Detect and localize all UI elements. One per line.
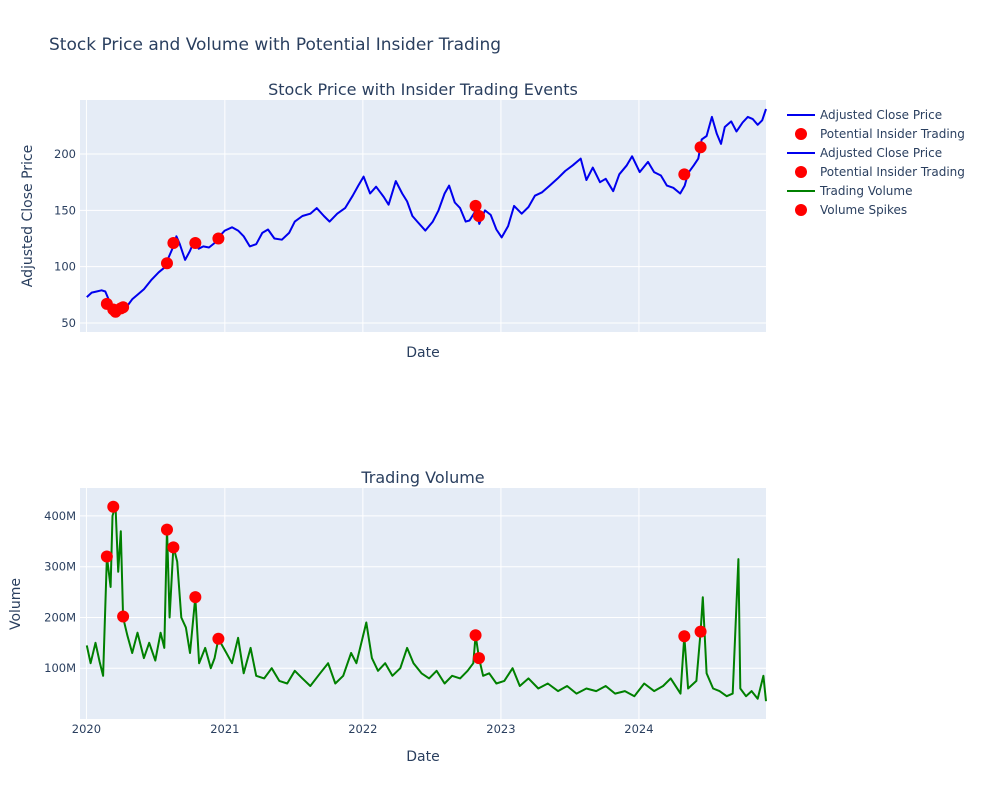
volume-marker-point[interactable] <box>469 629 482 642</box>
legend-marker-swatch <box>795 128 807 140</box>
volume-x-tick-label: 2024 <box>624 722 653 736</box>
volume-x-tick-label: 2021 <box>210 722 239 736</box>
volume-marker-point[interactable] <box>160 523 173 536</box>
price-marker-point[interactable] <box>694 141 707 154</box>
volume-y-tick-label: 200M <box>44 610 76 624</box>
volume-marker-point[interactable] <box>189 591 202 604</box>
price-subplot: 50 100 150 200 Stock Price with Insider Tra… <box>20 80 767 361</box>
legend-item[interactable]: Adjusted Close Price <box>787 146 942 160</box>
volume-y-tick-label: 100M <box>44 661 76 675</box>
volume-x-tick-label: 2023 <box>486 722 515 736</box>
legend-item-label: Potential Insider Trading <box>820 127 965 141</box>
legend-item[interactable]: Potential Insider Trading <box>795 127 965 141</box>
price-marker-point[interactable] <box>678 168 691 181</box>
legend-item-label: Adjusted Close Price <box>820 108 942 122</box>
legend-item-label: Adjusted Close Price <box>820 146 942 160</box>
volume-x-tick-label: 2022 <box>348 722 377 736</box>
volume-subplot: 2020 2021 2022 2023 2024 100M 200M 300M 400M Tra… <box>8 468 767 765</box>
legend-item-label: Potential Insider Trading <box>820 165 965 179</box>
legend-item[interactable]: Trading Volume <box>787 184 912 198</box>
price-marker-point[interactable] <box>160 257 173 270</box>
price-plot-area[interactable] <box>80 100 766 332</box>
price-marker-point[interactable] <box>189 237 202 250</box>
volume-marker-point[interactable] <box>472 652 485 665</box>
volume-y-axis-title: Volume <box>8 578 24 630</box>
price-marker-point[interactable] <box>469 199 482 212</box>
price-y-tick-label: 50 <box>61 316 76 330</box>
volume-y-tick-label: 300M <box>44 560 76 574</box>
legend: Adjusted Close Price Potential Insider Tr… <box>787 108 965 217</box>
volume-x-tick-label: 2020 <box>72 722 101 736</box>
legend-marker-swatch <box>795 204 807 216</box>
price-subplot-title: Stock Price with Insider Trading Events <box>268 80 578 99</box>
volume-subplot-title: Trading Volume <box>360 468 484 487</box>
legend-item[interactable]: Volume Spikes <box>795 203 907 217</box>
price-marker-point[interactable] <box>117 301 130 314</box>
volume-marker-point[interactable] <box>212 632 225 645</box>
volume-marker-point[interactable] <box>167 541 180 554</box>
price-y-tick-label: 150 <box>54 203 76 217</box>
price-marker-point[interactable] <box>212 232 225 245</box>
volume-x-axis-title: Date <box>406 749 439 765</box>
legend-item[interactable]: Potential Insider Trading <box>795 165 965 179</box>
legend-item[interactable]: Adjusted Close Price <box>787 108 942 122</box>
price-marker-point[interactable] <box>472 210 485 222</box>
volume-marker-point[interactable] <box>694 625 707 638</box>
volume-marker-point[interactable] <box>117 610 130 623</box>
legend-marker-swatch <box>795 166 807 178</box>
legend-item-label: Trading Volume <box>819 184 912 198</box>
volume-marker-point[interactable] <box>678 630 691 643</box>
price-x-axis-title: Date <box>406 345 439 361</box>
figure-title: Stock Price and Volume with Potential In… <box>49 35 501 55</box>
volume-y-tick-label: 400M <box>44 509 76 523</box>
price-y-axis-title: Adjusted Close Price <box>20 145 36 287</box>
volume-series-line[interactable] <box>85 504 767 702</box>
price-y-tick-label: 200 <box>54 147 76 161</box>
legend-item-label: Volume Spikes <box>820 203 907 217</box>
price-y-tick-label: 100 <box>54 260 76 274</box>
price-marker-point[interactable] <box>167 237 180 250</box>
volume-plot-area[interactable] <box>80 488 766 719</box>
volume-marker-point[interactable] <box>107 500 120 513</box>
volume-marker-point[interactable] <box>100 550 113 563</box>
